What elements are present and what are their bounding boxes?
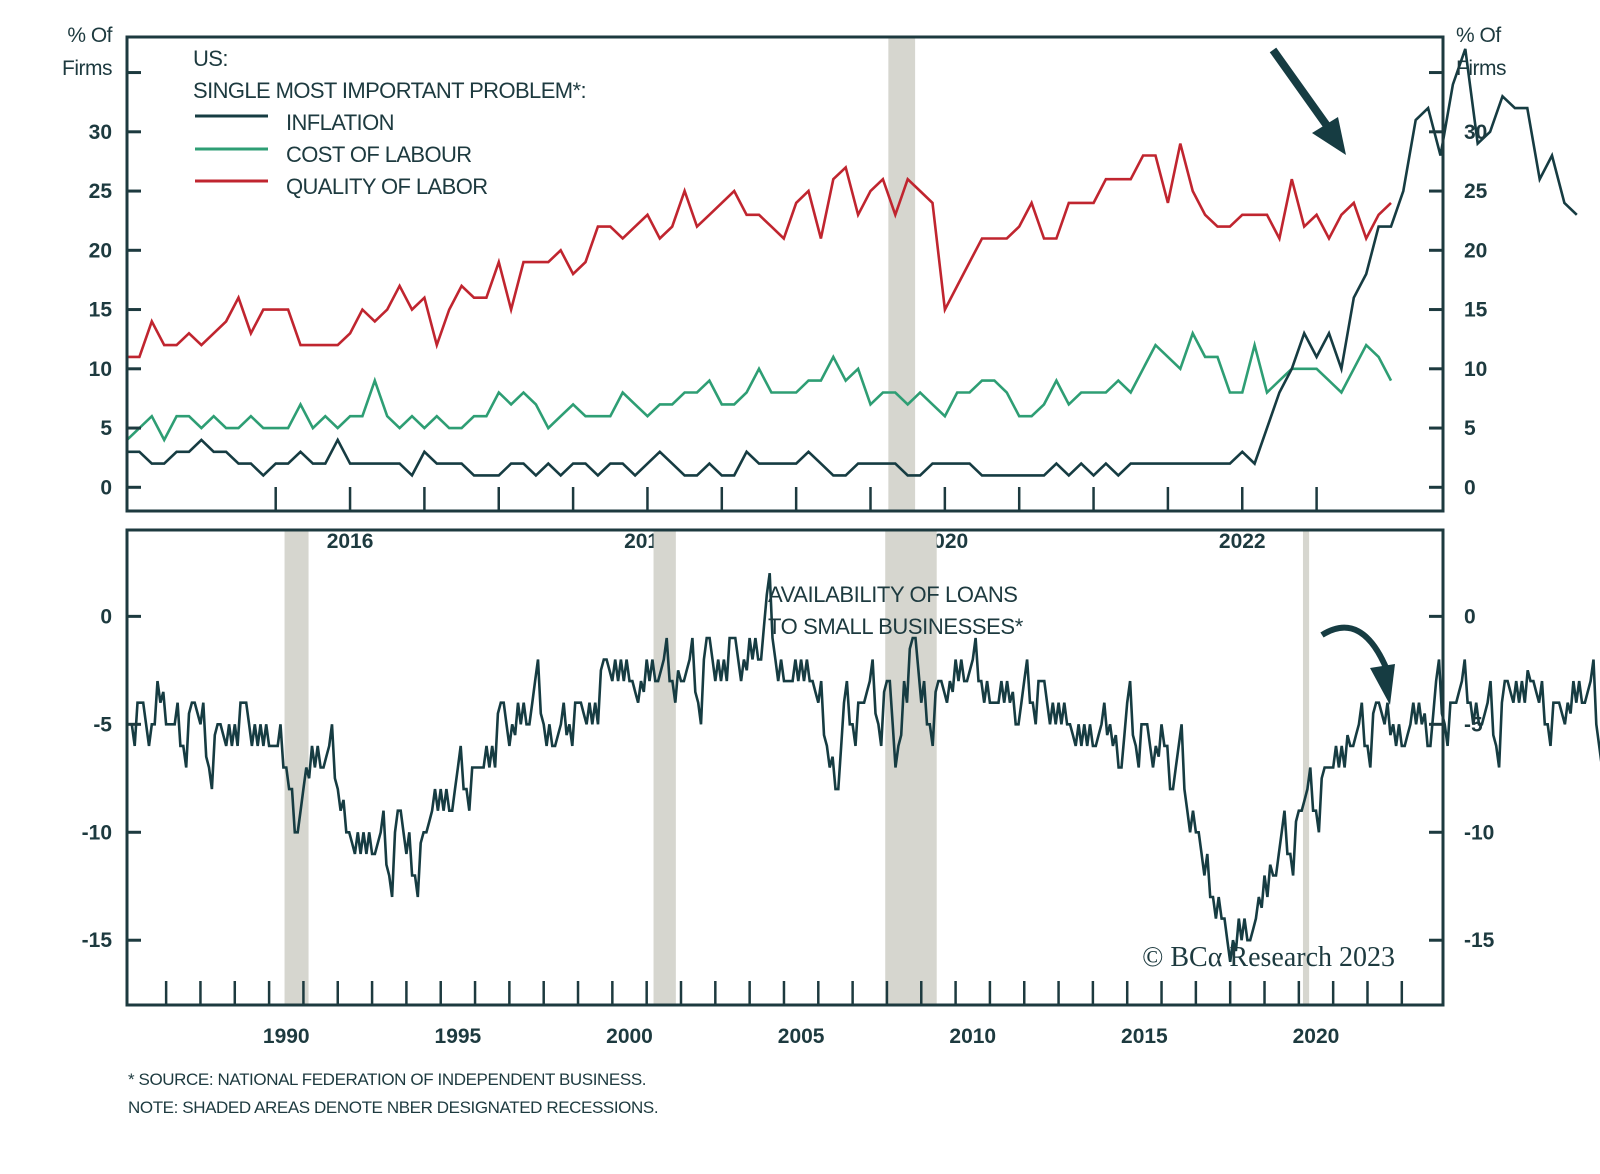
bottom-x-tick-label: 1990: [263, 1025, 310, 1048]
footnote-source: * SOURCE: NATIONAL FEDERATION OF INDEPEN…: [128, 1070, 646, 1090]
bottom-y-tick-label-right: -15: [1464, 929, 1495, 952]
top-y-tick-label-right: 10: [1464, 358, 1487, 381]
bottom-recession-band: [1303, 530, 1309, 1005]
top-right-ylabel-line2: Firms: [1456, 57, 1506, 80]
bottom-x-tick-label: 2015: [1121, 1025, 1168, 1048]
top-y-tick-label-left: 30: [89, 121, 112, 144]
top-panel-frame: [127, 37, 1443, 511]
bottom-recession-band: [654, 530, 676, 1005]
bottom-recession-band: [285, 530, 309, 1005]
top-y-ticks: 0 0 5 5 10 10 15 15 20 20 25 25 30 30: [89, 73, 1488, 500]
loans-title-line2: TO SMALL BUSINESSES*: [768, 614, 1024, 639]
bottom-x-tick-label: 2010: [949, 1025, 996, 1048]
top-y-tick-label-right: 30: [1464, 121, 1487, 144]
bottom-y-tick-label-right: 0: [1464, 605, 1476, 628]
loans-curved-arrow: [1322, 628, 1395, 705]
legend: US: SINGLE MOST IMPORTANT PROBLEM*: INFL…: [193, 46, 586, 199]
loans-title-line1: AVAILABILITY OF LOANS: [768, 582, 1018, 607]
top-y-tick-label-right: 5: [1464, 417, 1476, 440]
bottom-y-tick-label-left: -15: [82, 929, 113, 952]
legend-label-quality-of-labor: QUALITY OF LABOR: [286, 174, 488, 199]
top-x-tick-label: 2022: [1219, 530, 1266, 553]
bottom-panel: 0 0 -5 -5 -10 -10 -15 -15 1990 1995 2000 2005 2010 2…: [82, 530, 1600, 1048]
top-y-tick-label-right: 20: [1464, 239, 1487, 262]
top-y-tick-label-left: 5: [100, 417, 112, 440]
top-y-tick-label-left: 20: [89, 239, 112, 262]
top-y-tick-label-left: 0: [100, 476, 112, 499]
top-y-tick-label-right: 0: [1464, 476, 1476, 499]
series-line-cost-of-labour: [127, 333, 1391, 440]
top-year-labels: 2016201820202022: [327, 530, 1266, 553]
bottom-y-tick-label-left: 0: [100, 605, 112, 628]
top-left-ylabel-line2: Firms: [62, 57, 112, 80]
legend-label-cost-of-labour: COST OF LABOUR: [286, 142, 472, 167]
top-recession-bands: [888, 37, 915, 511]
copyright: © BCα Research 2023: [1142, 942, 1395, 973]
bottom-x-ticks: 1990 1995 2000 2005 2010 2015 2020: [166, 981, 1402, 1048]
top-y-tick-label-left: 25: [89, 180, 113, 203]
top-panel: 0 0 5 5 10 10 15 15 20 20 25 25 30 30 % Of Firms % Of…: [62, 24, 1577, 511]
footnote-note: NOTE: SHADED AREAS DENOTE NBER DESIGNATE…: [128, 1098, 658, 1118]
bottom-y-tick-label-left: -5: [93, 713, 112, 736]
top-y-tick-label-right: 25: [1464, 180, 1488, 203]
legend-title-line2: SINGLE MOST IMPORTANT PROBLEM*:: [193, 78, 586, 103]
bottom-x-tick-label: 2005: [778, 1025, 825, 1048]
legend-label-inflation: INFLATION: [286, 110, 394, 135]
bottom-y-tick-label-right: -10: [1464, 821, 1494, 844]
bottom-x-tick-label: 1995: [435, 1025, 482, 1048]
chart-figure: 005510101515202025253030 % Of Firms % Of…: [0, 0, 1600, 1174]
bottom-x-tick-label: 2000: [606, 1025, 653, 1048]
legend-title-line1: US:: [193, 46, 228, 71]
bottom-x-tick-label: 2020: [1293, 1025, 1340, 1048]
top-x-tick-label: 2016: [327, 530, 374, 553]
top-y-tick-label-left: 10: [89, 358, 112, 381]
top-x-ticks: [276, 487, 1317, 511]
bottom-y-tick-label-right: -5: [1464, 713, 1483, 736]
top-left-ylabel-line1: % Of: [67, 24, 112, 47]
top-right-ylabel-line1: % Of: [1456, 24, 1501, 47]
top-y-tick-label-right: 15: [1464, 299, 1488, 322]
top-y-tick-label-left: 15: [89, 299, 113, 322]
bottom-y-tick-label-left: -10: [82, 821, 112, 844]
top-recession-band: [888, 37, 915, 511]
inflation-down-arrow: [1273, 50, 1346, 155]
